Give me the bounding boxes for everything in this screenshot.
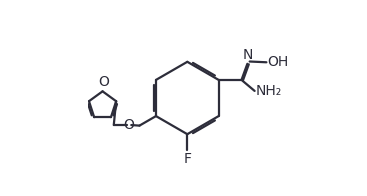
- Text: O: O: [124, 118, 134, 132]
- Text: O: O: [98, 75, 109, 89]
- Text: N: N: [242, 48, 252, 62]
- Text: NH₂: NH₂: [255, 84, 282, 98]
- Text: F: F: [183, 152, 191, 166]
- Text: OH: OH: [267, 55, 288, 69]
